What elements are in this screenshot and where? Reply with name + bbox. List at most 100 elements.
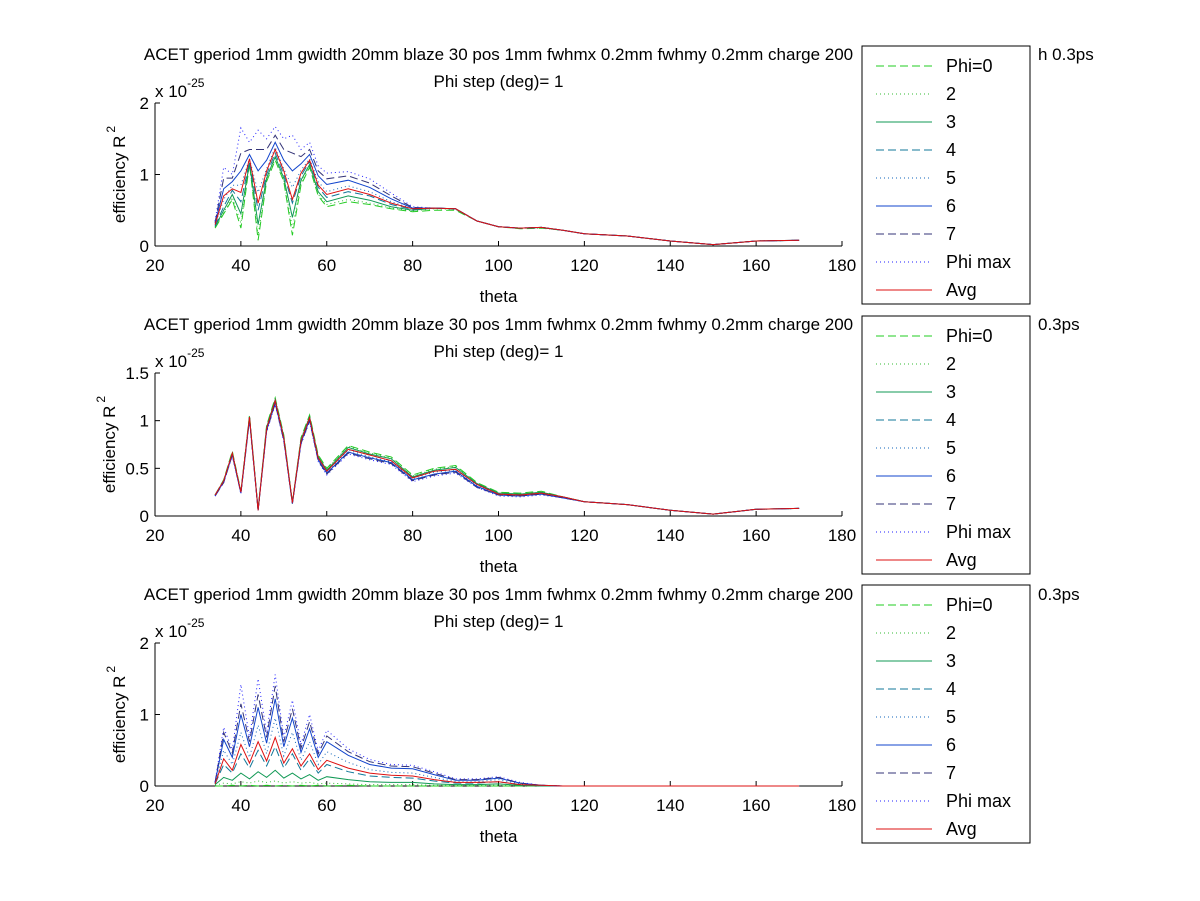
y-axis-label-text: efficiency R (110, 676, 129, 764)
legend-entry: 7 (946, 763, 956, 783)
series-line-phi-0 (214, 158, 800, 246)
x-tick-label: 160 (742, 526, 770, 545)
legend-entry: 7 (946, 224, 956, 244)
series-line-4 (214, 745, 800, 787)
subplot-1: 20 40 60 80 100 120 140 160 180 0 1 2 x 10-25 ACET gp… (104, 45, 1094, 306)
legend-entry: 7 (946, 494, 956, 514)
y-tick-label: 2 (140, 94, 149, 113)
series-line-4 (214, 151, 800, 246)
chart-title: ACET gperiod 1mm gwidth 20mm blaze 30 po… (144, 585, 853, 604)
x-tick-label: 100 (484, 526, 512, 545)
legend-entry: Avg (946, 550, 977, 570)
y-axis-label: efficiency R 2 (104, 666, 129, 764)
legend-entry: Avg (946, 819, 977, 839)
legend-entry: 5 (946, 438, 956, 458)
plot-area (155, 373, 842, 516)
scale-factor-exponent: -25 (187, 616, 205, 630)
series-line-phi-max (214, 125, 800, 246)
subplot-2: 20 40 60 80 100 120 140 160 180 0 0.5 1 1.5 x 10-25 AC… (94, 315, 1080, 576)
chart-subtitle: Phi step (deg)= 1 (434, 342, 564, 361)
scale-factor-exponent: -25 (187, 76, 205, 90)
chart-title-suffix: h 0.3ps (1038, 45, 1094, 64)
x-tick-label: 80 (403, 796, 422, 815)
legend-entry: 3 (946, 651, 956, 671)
x-tick-label: 180 (828, 256, 856, 275)
legend-entry: 2 (946, 84, 956, 104)
x-tick-label: 100 (484, 796, 512, 815)
x-axis-label: theta (480, 557, 518, 576)
series-line-avg (214, 398, 800, 515)
scale-factor-base: x 10 (155, 82, 187, 101)
y-tick-label: 2 (140, 634, 149, 653)
chart-subtitle: Phi step (deg)= 1 (434, 72, 564, 91)
x-tick-label: 20 (146, 256, 165, 275)
legend-entry: 3 (946, 112, 956, 132)
y-tick-label: 0 (140, 507, 149, 526)
y-tick-label: 1.5 (125, 364, 149, 383)
x-tick-label: 160 (742, 256, 770, 275)
legend-entry: Phi=0 (946, 56, 993, 76)
chart-title-suffix: 0.3ps (1038, 585, 1080, 604)
x-tick-label: 60 (317, 796, 336, 815)
plot-area (155, 643, 842, 786)
legend-entry: 2 (946, 623, 956, 643)
x-tick-label: 40 (231, 796, 250, 815)
x-tick-label: 80 (403, 526, 422, 545)
y-tick-label: 0 (140, 237, 149, 256)
x-tick-label: 80 (403, 256, 422, 275)
chart-title: ACET gperiod 1mm gwidth 20mm blaze 30 po… (144, 45, 853, 64)
x-tick-label: 20 (146, 526, 165, 545)
y-tick-label: 0 (140, 777, 149, 796)
x-tick-label: 180 (828, 526, 856, 545)
series-line-phi-0 (215, 784, 800, 787)
legend-entry: 6 (946, 196, 956, 216)
x-tick-label: 140 (656, 256, 684, 275)
x-tick-label: 120 (570, 796, 598, 815)
legend-entry: 2 (946, 354, 956, 374)
legend-entry: Phi max (946, 252, 1011, 272)
legend-entry: Phi=0 (946, 326, 993, 346)
y-tick-label: 0.5 (125, 459, 149, 478)
legend-entry: 4 (946, 140, 956, 160)
legend-entry: 4 (946, 410, 956, 430)
chart-subtitle: Phi step (deg)= 1 (434, 612, 564, 631)
y-tick-label: 1 (140, 412, 149, 431)
x-tick-label: 20 (146, 796, 165, 815)
x-axis-label: theta (480, 287, 518, 306)
scale-factor-exponent: -25 (187, 346, 205, 360)
y-tick-label: 1 (140, 706, 149, 725)
legend-entry: 5 (946, 707, 956, 727)
legend-entry: 6 (946, 466, 956, 486)
scale-factor-base: x 10 (155, 622, 187, 641)
scale-factor-label: x 10-25 (155, 616, 205, 641)
y-axis-label-text: efficiency R (110, 136, 129, 224)
x-tick-label: 180 (828, 796, 856, 815)
legend: Phi=0 2 3 4 5 6 7 Phi max Avg (861, 45, 1031, 305)
x-tick-label: 60 (317, 256, 336, 275)
x-tick-label: 60 (317, 526, 336, 545)
x-tick-label: 120 (570, 526, 598, 545)
y-axis-label-text: efficiency R (100, 406, 119, 494)
legend-box (861, 315, 1031, 575)
scale-factor-base: x 10 (155, 352, 187, 371)
plot-area (155, 103, 842, 246)
legend-box (861, 584, 1031, 844)
scale-factor-label: x 10-25 (155, 76, 205, 101)
series-line-2 (214, 157, 800, 246)
chart-title: ACET gperiod 1mm gwidth 20mm blaze 30 po… (144, 315, 853, 334)
x-tick-label: 40 (231, 256, 250, 275)
series-line-avg (214, 735, 800, 787)
x-axis-label: theta (480, 827, 518, 846)
chart-title-suffix: 0.3ps (1038, 315, 1080, 334)
x-tick-label: 160 (742, 796, 770, 815)
legend-entry: Phi max (946, 791, 1011, 811)
y-axis-label: efficiency R 2 (94, 396, 119, 494)
subplot-3: 20 40 60 80 100 120 140 160 180 0 1 2 x 10-25 ACET gp… (104, 584, 1080, 846)
legend: Phi=0 2 3 4 5 6 7 Phi max Avg (861, 315, 1031, 575)
x-tick-label: 100 (484, 256, 512, 275)
series-line-avg (214, 148, 800, 246)
x-tick-label: 140 (656, 796, 684, 815)
x-tick-label: 120 (570, 256, 598, 275)
y-axis-label-exponent: 2 (104, 666, 118, 673)
